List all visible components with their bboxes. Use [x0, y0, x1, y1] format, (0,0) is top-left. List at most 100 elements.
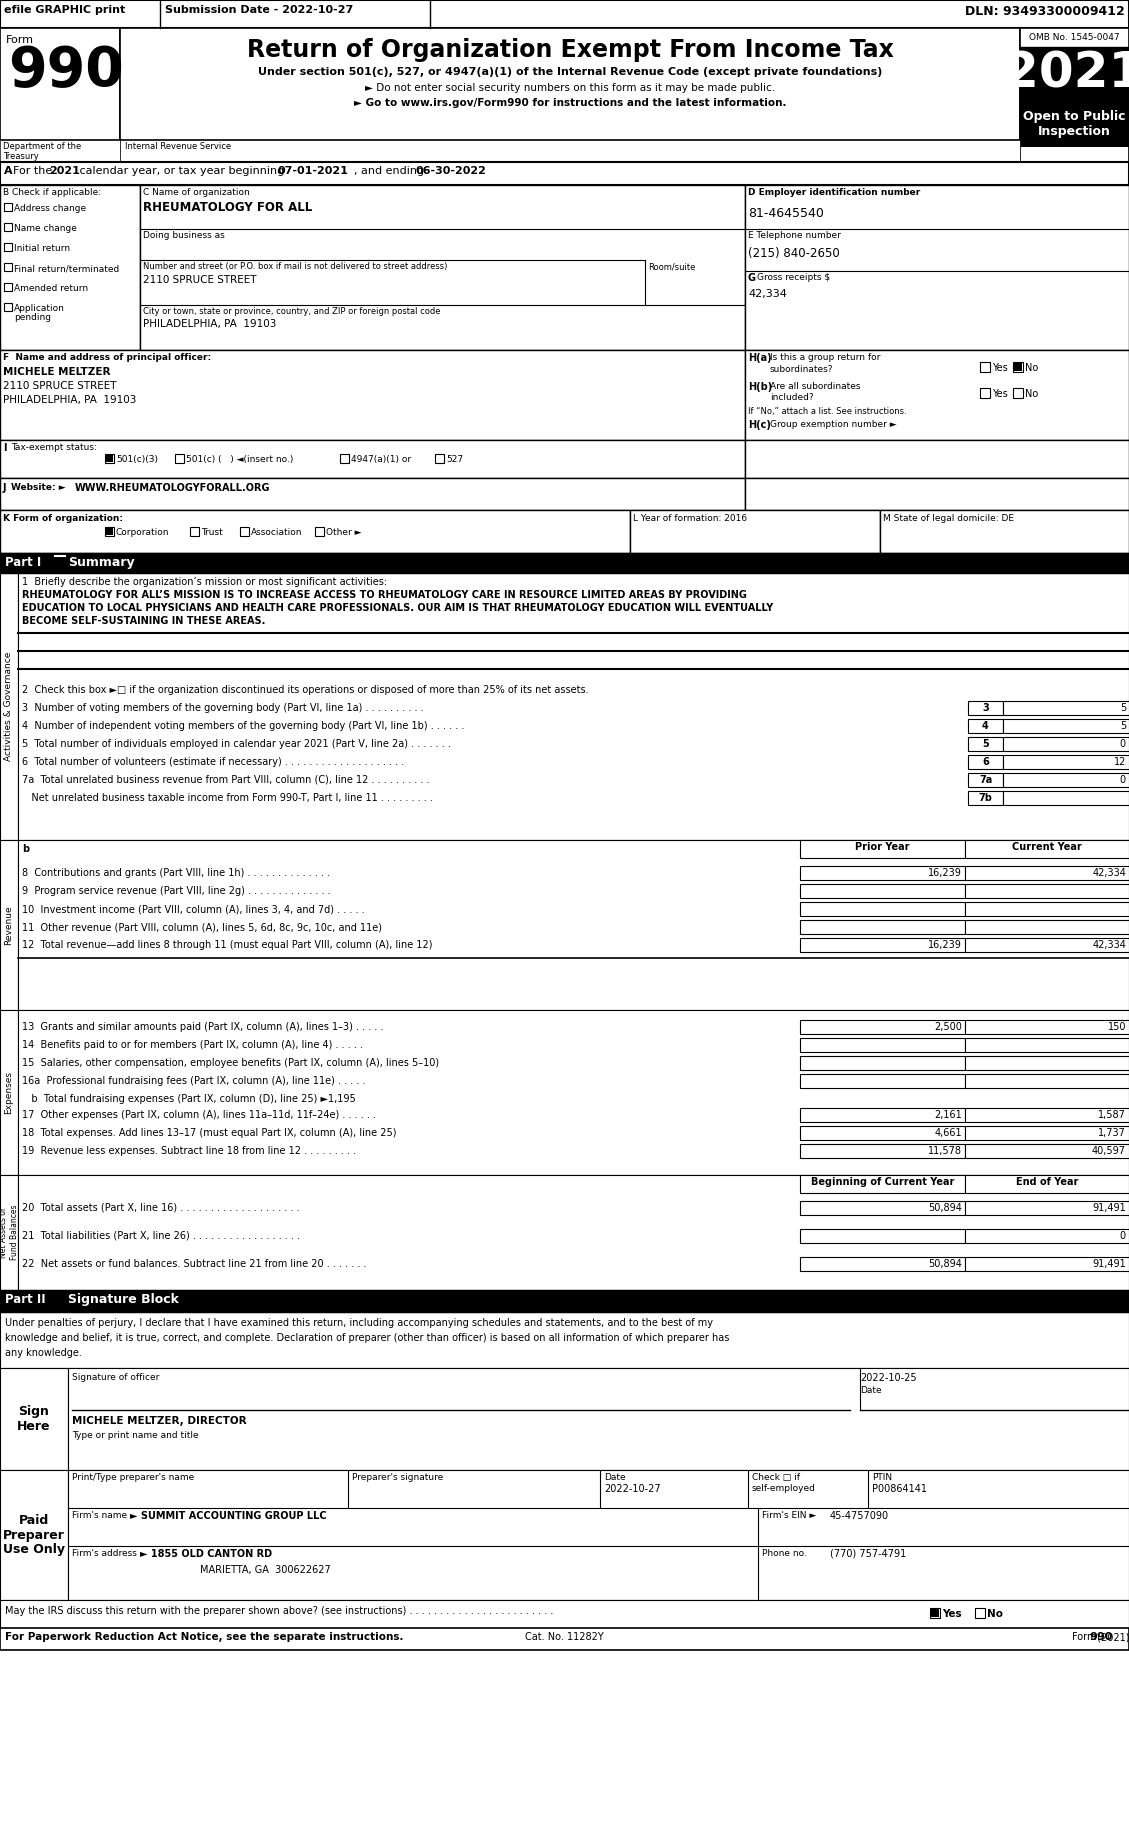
Text: Phone no.: Phone no. — [762, 1549, 807, 1558]
Bar — [18, 1175, 1129, 1290]
Text: Net unrelated business taxable income from Form 990-T, Part I, line 11 . . . . .: Net unrelated business taxable income fr… — [21, 793, 432, 804]
Bar — [800, 841, 965, 857]
Bar — [5, 224, 12, 231]
Text: 10  Investment income (Part VIII, column (A), lines 3, 4, and 7d) . . . . .: 10 Investment income (Part VIII, column … — [21, 904, 365, 915]
Text: calendar year, or tax year beginning: calendar year, or tax year beginning — [76, 166, 288, 176]
Text: efile GRAPHIC print: efile GRAPHIC print — [5, 6, 125, 15]
Text: 20  Total assets (Part X, line 16) . . . . . . . . . . . . . . . . . . . .: 20 Total assets (Part X, line 16) . . . … — [21, 1203, 299, 1212]
Text: For Paperwork Reduction Act Notice, see the separate instructions.: For Paperwork Reduction Act Notice, see … — [5, 1632, 403, 1643]
Bar — [0, 841, 18, 1011]
Bar — [800, 939, 965, 952]
Text: Beginning of Current Year: Beginning of Current Year — [811, 1177, 954, 1186]
Bar — [968, 737, 1003, 750]
Bar — [0, 140, 120, 163]
Text: (770) 757-4791: (770) 757-4791 — [830, 1549, 907, 1560]
Text: Under penalties of perjury, I declare that I have examined this return, includin: Under penalties of perjury, I declare th… — [5, 1318, 714, 1329]
Bar — [745, 479, 1129, 510]
Bar — [1003, 756, 1129, 769]
Bar — [800, 1175, 965, 1194]
Text: PHILADELPHIA, PA  19103: PHILADELPHIA, PA 19103 — [143, 320, 277, 329]
Bar — [5, 203, 12, 211]
Bar — [240, 527, 250, 536]
Bar — [800, 902, 965, 917]
Text: Part II: Part II — [5, 1294, 45, 1307]
Text: Tax-exempt status:: Tax-exempt status: — [11, 444, 97, 453]
Text: 42,334: 42,334 — [749, 288, 787, 299]
Text: Final return/terminated: Final return/terminated — [14, 264, 120, 274]
Bar — [5, 303, 12, 310]
Text: b: b — [21, 845, 29, 854]
Bar — [1003, 791, 1129, 806]
Bar — [18, 573, 1129, 841]
Text: 2021: 2021 — [49, 166, 80, 176]
Text: ► SUMMIT ACCOUNTING GROUP LLC: ► SUMMIT ACCOUNTING GROUP LLC — [130, 1512, 326, 1521]
Bar — [1013, 362, 1023, 371]
Bar — [800, 1257, 965, 1271]
Text: G: G — [749, 274, 756, 283]
Text: OMB No. 1545-0047: OMB No. 1545-0047 — [1029, 33, 1119, 43]
Bar — [968, 700, 1003, 715]
Text: Summary: Summary — [68, 556, 134, 569]
Text: Gross receipts $: Gross receipts $ — [758, 274, 830, 283]
Text: RHEUMATOLOGY FOR ALL: RHEUMATOLOGY FOR ALL — [143, 201, 313, 214]
Text: 150: 150 — [1108, 1022, 1126, 1031]
Text: 15  Salaries, other compensation, employee benefits (Part IX, column (A), lines : 15 Salaries, other compensation, employe… — [21, 1059, 439, 1068]
Text: A: A — [5, 166, 12, 176]
Text: Firm's name: Firm's name — [72, 1512, 128, 1521]
Text: Date: Date — [604, 1473, 625, 1482]
Text: 12  Total revenue—add lines 8 through 11 (must equal Part VIII, column (A), line: 12 Total revenue—add lines 8 through 11 … — [21, 941, 432, 950]
Text: 2110 SPRUCE STREET: 2110 SPRUCE STREET — [143, 275, 256, 285]
Text: 7b: 7b — [979, 793, 992, 804]
Bar — [18, 1011, 1129, 1175]
Bar — [315, 527, 324, 536]
Bar — [965, 867, 1129, 880]
Bar — [965, 1020, 1129, 1035]
Text: subordinates?: subordinates? — [770, 366, 833, 373]
Text: B Check if applicable:: B Check if applicable: — [3, 188, 102, 198]
Text: Firm's EIN ►: Firm's EIN ► — [762, 1512, 816, 1521]
Text: ► 1855 OLD CANTON RD: ► 1855 OLD CANTON RD — [140, 1549, 272, 1560]
Text: 8  Contributions and grants (Part VIII, line 1h) . . . . . . . . . . . . . .: 8 Contributions and grants (Part VIII, l… — [21, 869, 330, 878]
Text: self-employed: self-employed — [752, 1484, 816, 1493]
Bar — [105, 527, 114, 536]
Text: 19  Revenue less expenses. Subtract line 18 from line 12 . . . . . . . . .: 19 Revenue less expenses. Subtract line … — [21, 1146, 356, 1157]
Text: Room/suite: Room/suite — [648, 262, 695, 272]
Text: 6  Total number of volunteers (estimate if necessary) . . . . . . . . . . . . . : 6 Total number of volunteers (estimate i… — [21, 758, 404, 767]
Bar — [0, 1600, 1129, 1628]
Bar — [0, 1011, 18, 1175]
Text: pending: pending — [14, 312, 51, 322]
Bar — [745, 440, 1129, 479]
Text: 2,500: 2,500 — [934, 1022, 962, 1031]
Bar — [0, 28, 120, 140]
Bar — [965, 920, 1129, 933]
Text: For the: For the — [14, 166, 55, 176]
Text: (2021): (2021) — [1094, 1632, 1129, 1643]
Text: 50,894: 50,894 — [928, 1258, 962, 1270]
Text: b  Total fundraising expenses (Part IX, column (D), line 25) ►1,195: b Total fundraising expenses (Part IX, c… — [21, 1094, 356, 1103]
Text: Print/Type preparer's name: Print/Type preparer's name — [72, 1473, 194, 1482]
Text: Is this a group return for: Is this a group return for — [770, 353, 881, 362]
Text: 4947(a)(1) or: 4947(a)(1) or — [351, 455, 411, 464]
Text: Yes: Yes — [992, 362, 1008, 373]
Bar — [0, 479, 745, 510]
Text: M State of legal domicile: DE: M State of legal domicile: DE — [883, 514, 1014, 523]
Bar — [800, 1109, 965, 1122]
Text: 2110 SPRUCE STREET: 2110 SPRUCE STREET — [3, 381, 116, 392]
Text: 1,587: 1,587 — [1099, 1111, 1126, 1120]
Bar — [0, 349, 745, 440]
Text: 4: 4 — [982, 721, 989, 732]
Text: 06-30-2022: 06-30-2022 — [415, 166, 487, 176]
Bar — [965, 1229, 1129, 1244]
Text: Open to Public
Inspection: Open to Public Inspection — [1023, 111, 1126, 139]
Bar — [1013, 388, 1023, 397]
Bar — [968, 719, 1003, 734]
Text: 13  Grants and similar amounts paid (Part IX, column (A), lines 1–3) . . . . .: 13 Grants and similar amounts paid (Part… — [21, 1022, 384, 1031]
Bar — [965, 1144, 1129, 1159]
Bar — [745, 349, 1129, 440]
Text: P00864141: P00864141 — [872, 1484, 927, 1493]
Text: E Telephone number: E Telephone number — [749, 231, 841, 240]
Text: Address change: Address change — [14, 203, 86, 213]
Text: 501(c) (   ) ◄(insert no.): 501(c) ( ) ◄(insert no.) — [186, 455, 294, 464]
Text: Current Year: Current Year — [1012, 843, 1082, 852]
Text: Name change: Name change — [14, 224, 77, 233]
